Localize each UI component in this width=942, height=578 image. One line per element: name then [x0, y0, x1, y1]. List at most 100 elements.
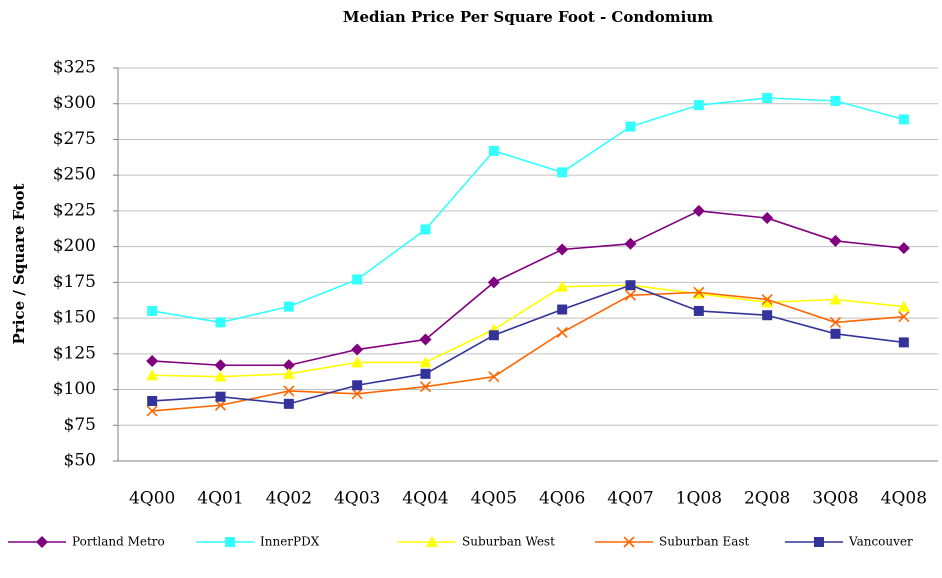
- marker: [488, 371, 500, 383]
- marker: [214, 370, 227, 382]
- legend-item: Suburban West: [398, 535, 555, 549]
- marker: [488, 330, 499, 341]
- marker: [214, 359, 227, 372]
- y-axis-title: Price / Square Foot: [10, 184, 28, 345]
- x-tick-label: 4Q01: [197, 489, 243, 509]
- marker: [420, 368, 431, 379]
- marker: [897, 300, 910, 312]
- marker: [693, 100, 704, 111]
- marker: [762, 310, 773, 321]
- marker: [624, 289, 637, 301]
- marker: [146, 369, 159, 381]
- legend-item: Portland Metro: [8, 535, 165, 549]
- marker: [693, 286, 705, 298]
- marker: [352, 380, 363, 391]
- marker: [283, 398, 294, 409]
- x-tick-label: 3Q08: [812, 489, 858, 509]
- marker: [829, 316, 842, 328]
- legend-item: Suburban East: [595, 535, 750, 549]
- marker: [215, 391, 226, 402]
- marker: [693, 305, 704, 316]
- y-tick-label: $100: [53, 379, 96, 399]
- legend-label: Suburban East: [659, 535, 750, 549]
- marker: [282, 367, 295, 379]
- y-tick-label: $300: [53, 93, 96, 113]
- y-tick-label: $275: [53, 129, 96, 149]
- marker: [556, 243, 569, 256]
- x-tick-label: 4Q05: [471, 489, 517, 509]
- y-tick-label: $50: [64, 451, 96, 471]
- marker: [830, 328, 841, 339]
- marker: [215, 317, 226, 328]
- x-tick-label: 4Q02: [266, 489, 312, 509]
- series-line: [152, 291, 904, 412]
- x-tick-label: 4Q07: [607, 489, 653, 509]
- y-tick-label: $150: [53, 308, 96, 328]
- legend-label: Vancouver: [848, 535, 913, 549]
- series-line: [152, 210, 904, 367]
- marker: [419, 356, 432, 368]
- marker: [487, 276, 500, 289]
- legend-label: Suburban West: [462, 535, 555, 549]
- marker: [761, 293, 773, 306]
- x-tick-label: 4Q00: [129, 489, 175, 509]
- marker: [898, 114, 909, 125]
- marker: [282, 359, 295, 372]
- marker: [283, 385, 295, 397]
- marker: [624, 237, 637, 250]
- marker: [488, 145, 499, 156]
- marker: [762, 93, 773, 104]
- marker: [897, 242, 910, 255]
- marker: [898, 311, 910, 323]
- legend-label: Portland Metro: [72, 535, 165, 549]
- marker: [761, 212, 774, 225]
- marker: [352, 274, 363, 285]
- series-line: [152, 284, 904, 405]
- legend-item: InnerPDX: [196, 535, 320, 549]
- marker: [692, 204, 705, 217]
- x-tick-label: 4Q06: [539, 489, 585, 509]
- marker: [147, 395, 158, 406]
- marker: [420, 224, 431, 235]
- y-tick-label: $75: [64, 415, 96, 435]
- y-tick-label: $250: [53, 165, 96, 185]
- legend-marker: [623, 536, 635, 548]
- x-tick-label: 4Q03: [334, 489, 380, 509]
- legend-marker: [36, 536, 48, 548]
- marker: [351, 388, 363, 400]
- legend-item: Vancouver: [785, 535, 913, 549]
- marker: [351, 343, 364, 356]
- series-line: [152, 284, 904, 378]
- marker: [214, 399, 227, 411]
- x-tick-label: 1Q08: [676, 489, 722, 509]
- marker: [625, 280, 636, 291]
- legend-marker: [225, 537, 235, 547]
- x-tick-label: 4Q08: [881, 489, 927, 509]
- x-tick-label: 2Q08: [744, 489, 790, 509]
- marker: [829, 293, 842, 305]
- marker: [419, 381, 432, 393]
- marker: [556, 326, 568, 338]
- legend-label: InnerPDX: [260, 535, 320, 549]
- series-line: [152, 97, 905, 324]
- legend-marker: [426, 536, 438, 547]
- marker: [147, 305, 158, 316]
- marker: [283, 301, 294, 312]
- marker: [146, 354, 159, 367]
- x-tick-label: 4Q04: [402, 489, 448, 509]
- y-tick-label: $325: [53, 58, 96, 78]
- y-tick-label: $175: [53, 272, 96, 292]
- marker: [557, 167, 568, 178]
- marker: [830, 95, 841, 106]
- marker: [351, 356, 364, 368]
- marker: [556, 280, 569, 292]
- y-tick-label: $225: [53, 200, 96, 220]
- y-tick-label: $200: [53, 236, 96, 256]
- marker: [146, 405, 158, 417]
- marker: [419, 333, 432, 346]
- legend-marker: [814, 537, 824, 547]
- y-tick-label: $125: [53, 343, 96, 363]
- chart-title: Median Price Per Square Foot - Condomium: [343, 8, 713, 26]
- marker: [829, 234, 842, 247]
